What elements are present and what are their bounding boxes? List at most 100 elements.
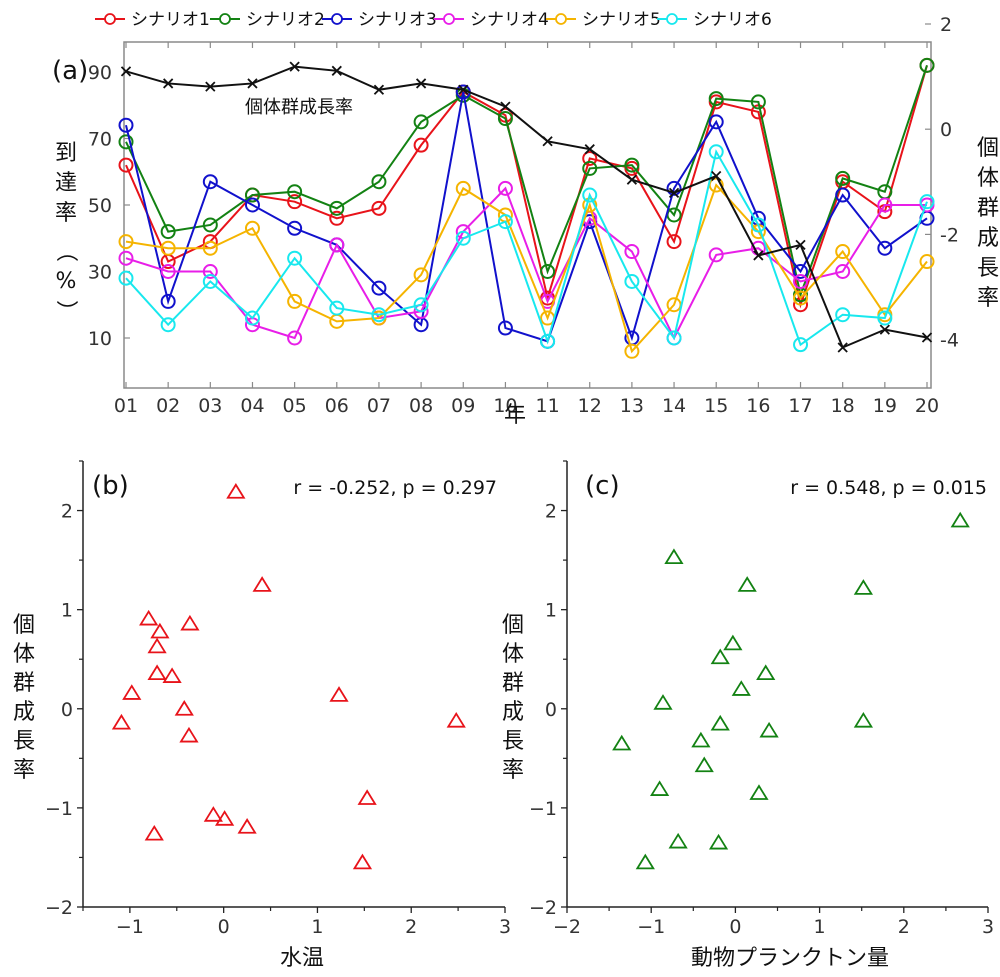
x-marker bbox=[500, 101, 511, 112]
y-tick-label: 30 bbox=[88, 262, 112, 284]
x-axis-ticks: 01 02 03 04 05 06 07 08 09 10 11 12 13 14 15 16 17 18 19 20 bbox=[114, 42, 939, 417]
y-tick-label: 1 bbox=[61, 600, 73, 622]
data-point bbox=[118, 117, 134, 133]
legend-item-1: シナリオ1 bbox=[95, 10, 210, 30]
x-marker bbox=[584, 144, 595, 155]
data-point bbox=[582, 160, 598, 176]
data-point bbox=[877, 240, 893, 256]
legend-item-6: シナリオ6 bbox=[657, 10, 772, 30]
x-tick-label: 01 bbox=[114, 395, 138, 417]
data-point bbox=[371, 174, 387, 190]
data-point bbox=[666, 180, 682, 196]
c-y-title-char: 体 bbox=[502, 642, 524, 667]
x-marker bbox=[626, 174, 638, 185]
c-y-title-char: 個 bbox=[502, 613, 524, 638]
scatter-point bbox=[668, 832, 688, 849]
data-point bbox=[160, 224, 176, 240]
data-point bbox=[708, 247, 724, 263]
y-right-tick-label: -2 bbox=[940, 224, 959, 246]
scatter-point bbox=[150, 622, 170, 639]
panel-b-axes: −1 0 1 2 3 −2 −1 0 1 2 bbox=[45, 460, 511, 938]
y-tick-label: 0 bbox=[545, 699, 557, 721]
panel-c-axes: −2 −1 0 1 2 3 −2 −1 0 1 2 bbox=[529, 460, 994, 938]
data-point bbox=[371, 307, 387, 323]
data-point bbox=[582, 187, 598, 203]
y-right-tick-label: -4 bbox=[940, 330, 959, 352]
right-axis-title-char: 体 bbox=[977, 166, 999, 191]
data-point bbox=[497, 214, 513, 230]
data-point bbox=[624, 343, 640, 359]
x-tick-label: 10 bbox=[493, 395, 517, 417]
scatter-point bbox=[180, 614, 200, 631]
x-tick-label: 1 bbox=[814, 916, 826, 938]
y-tick-label: 90 bbox=[88, 62, 112, 84]
panel-b-scatter-temperature: (b) r = -0.252, p = 0.297 水温 個体群成長率 −1 0 1… bbox=[13, 460, 511, 971]
c-y-title-char: 率 bbox=[502, 758, 524, 783]
scatter-point bbox=[139, 609, 159, 626]
b-y-title-char: 成 bbox=[13, 700, 35, 725]
data-point bbox=[329, 237, 345, 253]
data-point bbox=[624, 273, 640, 289]
scatter-point bbox=[252, 576, 272, 592]
panel-c-y-title: 個体群成長率 bbox=[502, 613, 524, 783]
series-6 bbox=[118, 144, 935, 353]
data-point bbox=[540, 264, 556, 279]
x-tick-label: 12 bbox=[578, 395, 602, 417]
left-axis-title-char: 達 bbox=[55, 171, 77, 196]
data-point bbox=[160, 293, 176, 309]
x-tick-label: 1 bbox=[311, 916, 323, 938]
y-tick-label: 2 bbox=[61, 501, 73, 523]
x-marker bbox=[163, 78, 174, 89]
data-point bbox=[371, 200, 387, 216]
x-marker bbox=[711, 170, 722, 182]
panel-a-frame bbox=[123, 41, 932, 389]
legend-label: シナリオ6 bbox=[693, 10, 772, 30]
y-tick-label: 50 bbox=[88, 195, 112, 217]
y-tick-label: −1 bbox=[45, 798, 73, 820]
data-point bbox=[244, 197, 260, 213]
scatter-point bbox=[203, 806, 223, 822]
c-y-title-char: 長 bbox=[502, 729, 524, 754]
data-point bbox=[708, 177, 724, 193]
panel-c-points bbox=[612, 511, 970, 870]
scatter-point bbox=[853, 711, 873, 728]
data-point bbox=[244, 310, 260, 326]
scatter-point bbox=[147, 664, 167, 680]
data-point bbox=[329, 210, 345, 226]
legend-item-5: シナリオ5 bbox=[546, 10, 661, 30]
data-point bbox=[329, 200, 345, 216]
x-tick-label: −1 bbox=[637, 916, 665, 938]
x-marker bbox=[458, 84, 469, 95]
data-point bbox=[287, 220, 303, 236]
left-axis-title: 到達率 （% ） bbox=[53, 141, 78, 322]
right-axis-title-char: 成 bbox=[977, 226, 999, 251]
legend-marker bbox=[104, 13, 116, 25]
data-point bbox=[919, 194, 935, 210]
scatter-point bbox=[694, 756, 714, 773]
data-point bbox=[877, 310, 893, 326]
data-point bbox=[793, 337, 809, 353]
data-point bbox=[835, 307, 851, 323]
panel-b-y-title: 個体群成長率 bbox=[13, 613, 35, 783]
legend-label: シナリオ2 bbox=[246, 10, 325, 30]
left-axis-paren: （ bbox=[53, 240, 78, 262]
scatter-point bbox=[950, 511, 970, 528]
series-line bbox=[125, 65, 928, 349]
legend-label: シナリオ4 bbox=[470, 10, 549, 30]
b-y-title-char: 長 bbox=[13, 729, 35, 754]
y-tick-label: −2 bbox=[529, 897, 557, 919]
scatter-point bbox=[122, 684, 142, 700]
panel-b-stats: r = -0.252, p = 0.297 bbox=[293, 477, 497, 499]
data-point bbox=[835, 170, 851, 186]
data-point bbox=[455, 180, 471, 196]
scatter-point bbox=[329, 686, 349, 702]
y-tick-label: 70 bbox=[88, 129, 112, 151]
y-tick-label: −2 bbox=[45, 897, 73, 919]
data-point bbox=[244, 220, 260, 236]
x-marker bbox=[837, 342, 848, 353]
legend: シナリオ1 シナリオ2 シナリオ3 シナリオ4 シナリオ5 シナリオ6 bbox=[95, 10, 772, 30]
x-tick-label: 2 bbox=[405, 916, 417, 938]
data-point bbox=[835, 187, 851, 203]
series-group bbox=[118, 57, 935, 359]
